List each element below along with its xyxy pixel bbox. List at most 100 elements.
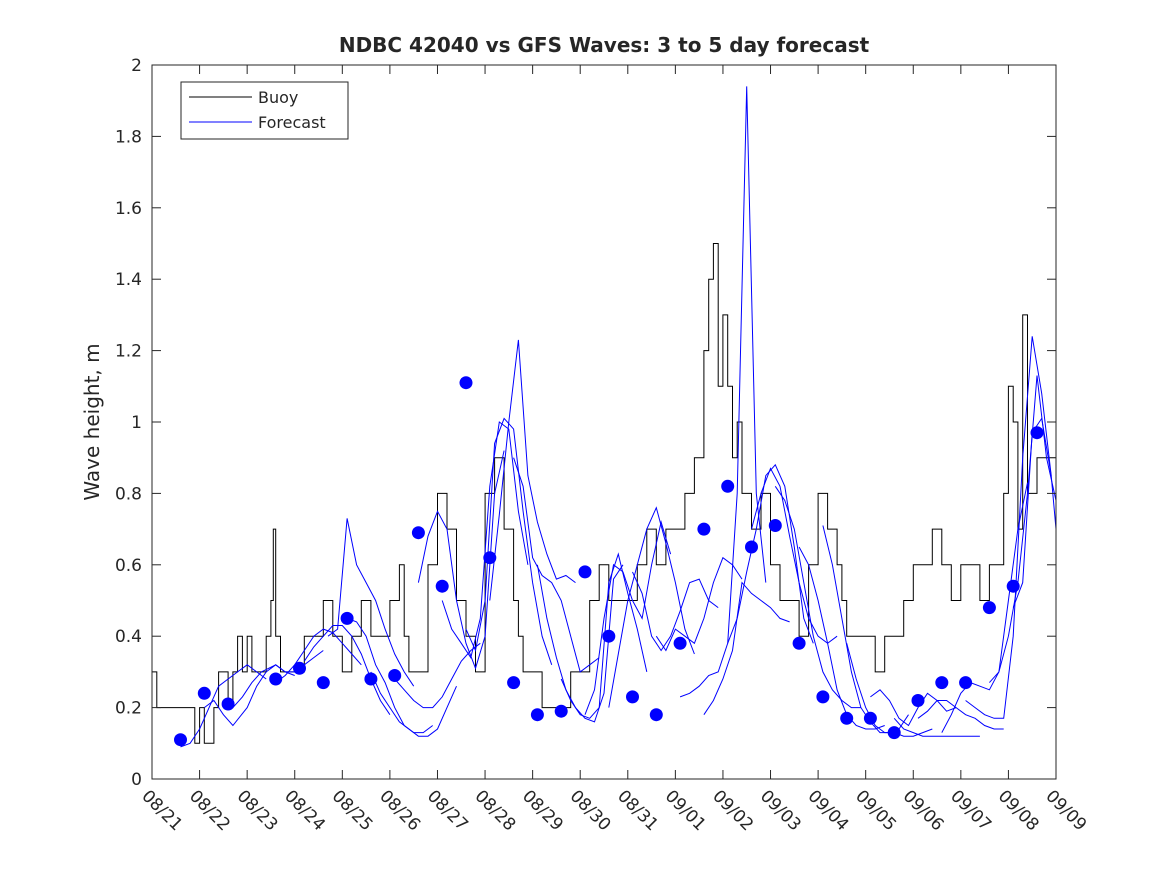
x-tick-label: 08/31: [613, 786, 662, 835]
forecast-point: [911, 694, 925, 707]
x-tick-label: 09/03: [756, 786, 805, 835]
forecast-line-25: [774, 486, 861, 709]
plot-area: [152, 65, 1056, 779]
x-tick-label: 08/29: [518, 786, 567, 835]
forecast-line-11: [441, 421, 529, 659]
x-tick-label: 09/06: [899, 786, 948, 835]
x-tick-label: 08/25: [328, 786, 377, 835]
forecast-line-32: [941, 482, 1028, 733]
forecast-point: [935, 676, 949, 690]
forecast-line-13: [489, 339, 576, 601]
y-tick-label: 1: [131, 413, 142, 433]
forecast-point: [340, 611, 354, 625]
forecast-line-33: [965, 336, 1052, 719]
forecast-point: [459, 376, 473, 390]
forecast-point: [197, 686, 211, 700]
forecast-line-34: [989, 375, 1057, 683]
forecast-point: [1006, 579, 1020, 593]
y-tick-label: 2: [131, 56, 142, 76]
forecast-points: [174, 376, 1044, 747]
forecast-line-30: [893, 717, 980, 737]
forecast-line-18: [608, 506, 695, 708]
forecast-point: [887, 726, 901, 740]
legend-box: [180, 81, 349, 140]
forecast-point: [221, 697, 235, 711]
forecast-series: [180, 86, 1057, 748]
forecast-point: [602, 629, 616, 643]
forecast-line-22: [703, 581, 790, 715]
forecast-point: [816, 690, 830, 704]
forecast-point: [174, 733, 187, 747]
buoy-line: [152, 243, 1057, 744]
forecast-point: [316, 676, 330, 690]
forecast-point: [578, 565, 592, 579]
forecast-point: [411, 526, 425, 540]
x-tick-label: 09/01: [661, 786, 710, 835]
forecast-line-29: [870, 689, 957, 727]
forecast-line-35: [1012, 417, 1057, 608]
legend-label-forecast: Forecast: [258, 113, 326, 132]
y-tick-label: 0.8: [115, 484, 142, 504]
forecast-line-21: [679, 86, 767, 698]
forecast-line-6: [327, 518, 415, 687]
x-tick-label: 08/26: [375, 786, 424, 835]
forecast-line-8: [370, 671, 457, 737]
forecast-line-17: [584, 520, 672, 715]
forecast-point: [269, 672, 283, 686]
forecast-line-3: [232, 650, 324, 708]
forecast-line-16: [560, 552, 648, 719]
forecast-point: [364, 672, 378, 686]
forecast-line-26: [798, 546, 885, 730]
plot-background: [152, 65, 1056, 779]
forecast-point: [697, 522, 711, 536]
y-tick-label: 0.4: [115, 627, 142, 647]
x-tick-label: 09/04: [804, 786, 853, 835]
x-tick-label: 08/24: [280, 786, 329, 835]
y-tick-label: 0: [131, 770, 142, 790]
forecast-line-10: [417, 450, 505, 670]
forecast-line-1: [180, 664, 267, 748]
x-tick-label: 08/23: [233, 786, 282, 835]
forecast-point: [530, 708, 544, 722]
forecast-point: [649, 708, 663, 722]
forecast-line-5: [303, 625, 391, 715]
forecast-point: [982, 601, 996, 615]
x-tick-label: 09/07: [946, 786, 995, 835]
forecast-point: [293, 661, 306, 675]
y-tick-label: 1.8: [115, 127, 142, 147]
forecast-point: [554, 704, 568, 718]
forecast-line-9: [394, 642, 481, 709]
forecast-point: [959, 676, 973, 690]
x-tick-label: 08/30: [566, 786, 615, 835]
forecast-line-20: [655, 556, 743, 652]
y-tick-label: 0.6: [115, 556, 142, 576]
y-tick-label: 0.2: [115, 699, 142, 719]
x-tick-label: 08/21: [137, 786, 186, 835]
x-tick-label: 08/22: [185, 786, 234, 835]
y-tick-label: 1.6: [115, 199, 142, 219]
forecast-point: [792, 636, 806, 650]
forecast-point: [388, 669, 402, 682]
x-tick-label: 09/05: [851, 786, 900, 835]
forecast-point: [673, 636, 687, 650]
x-tick-label: 09/02: [708, 786, 757, 835]
forecast-point: [507, 676, 521, 690]
forecast-point: [1030, 426, 1044, 440]
forecast-point: [768, 519, 782, 532]
legend-label-buoy: Buoy: [258, 88, 298, 107]
y-tick-label: 1.4: [115, 270, 142, 290]
forecast-line-24: [751, 467, 838, 644]
forecast-line-7: [346, 617, 433, 734]
legend: Buoy Forecast: [180, 81, 349, 140]
x-tick-label: 08/27: [423, 786, 472, 835]
forecast-line-19: [632, 571, 719, 652]
forecast-line-4: [275, 628, 362, 684]
forecast-point: [483, 551, 497, 565]
forecast-point: [721, 479, 735, 493]
forecast-line-14: [513, 457, 600, 673]
x-tick-label: 08/28: [471, 786, 520, 835]
buoy-series: [152, 243, 1057, 744]
y-axis-label: Wave height, m: [80, 343, 104, 500]
forecast-point: [435, 579, 449, 593]
